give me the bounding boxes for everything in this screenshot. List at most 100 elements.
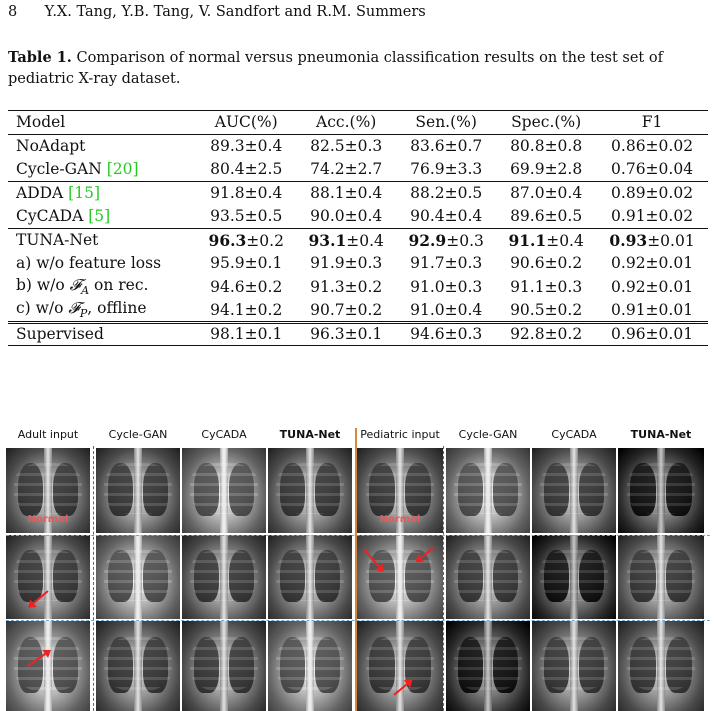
sen-cell: 94.6±0.3 (396, 320, 497, 346)
table-row: c) w/o 𝓕P, offline 94.1±0.2 90.7±0.2 91.… (8, 299, 708, 323)
f1-cell: 0.76±0.04 (611, 160, 694, 178)
model-cell: b) w/o 𝓕A on rec. (8, 275, 196, 299)
normal-label: Normal (27, 514, 69, 525)
xray-image (96, 535, 180, 619)
auc-cell: 80.4±2.5 (210, 160, 283, 178)
acc-cell: 90.7±0.2 (310, 300, 383, 319)
xray-image (182, 448, 266, 533)
xray-image (532, 535, 616, 619)
spec-cell: 80.8±0.8 (510, 137, 583, 155)
model-cell: CyCADA [5] (8, 205, 196, 229)
acc-cell: 93.1±0.4 (296, 227, 397, 252)
page-header: 8 Y.X. Tang, Y.B. Tang, V. Sandfort and … (8, 4, 426, 20)
table-row: Cycle-GAN [20] 80.4±2.5 74.2±2.7 76.9±3.… (8, 158, 708, 182)
f1-cell: 0.91±0.01 (611, 300, 694, 319)
sen-cell: 76.9±3.3 (410, 160, 483, 178)
spec-std: ±0.4 (546, 231, 584, 250)
col-label-cycada: CyCADA (201, 428, 247, 441)
acc-cell: 96.3±0.1 (296, 320, 397, 346)
acc-cell: 90.0±0.4 (310, 207, 383, 225)
xray-image (6, 535, 90, 619)
xray-image (357, 448, 443, 533)
xray-image (446, 621, 530, 711)
f1-std: ±0.01 (647, 231, 695, 250)
model-name: CyCADA (16, 207, 89, 225)
f1-value: 0.93 (609, 230, 648, 250)
spec-cell: 91.1±0.3 (510, 277, 583, 296)
math-subscript: A (81, 284, 90, 298)
acc-std: ±0.4 (346, 231, 384, 250)
xray-image (268, 448, 352, 533)
xray-image (268, 621, 352, 711)
acc-cell: 74.2±2.7 (310, 160, 383, 178)
auc-cell: 96.3±0.2 (196, 227, 297, 252)
xray-image (532, 448, 616, 533)
auc-std: ±0.2 (246, 231, 284, 250)
col-label-cycada-2: CyCADA (551, 428, 597, 441)
xray-image (182, 535, 266, 619)
model-name: ADDA (16, 184, 69, 202)
table-row: ADDA [15] 91.8±0.4 88.1±0.4 88.2±0.5 87.… (8, 180, 708, 205)
model-cell: NoAdapt (16, 137, 86, 155)
col-header-auc: AUC(%) (214, 113, 278, 132)
table-caption: Table 1. Comparison of normal versus pne… (8, 47, 708, 90)
xray-image (182, 621, 266, 711)
col-label-pediatric-input: Pediatric input (360, 428, 440, 441)
acc-cell: 91.3±0.2 (310, 277, 383, 296)
f1-cell: 0.89±0.02 (596, 180, 708, 205)
table-caption-label: Table 1. (8, 49, 72, 66)
xray-image (6, 621, 90, 711)
col-header-acc: Acc.(%) (316, 113, 377, 132)
col-label-adult-input: Adult input (17, 428, 79, 441)
table-row: NoAdapt 89.3±0.4 82.5±0.3 83.6±0.7 80.8±… (8, 134, 708, 158)
model-prefix: b) w/o (16, 276, 70, 295)
xray-image (268, 535, 352, 619)
table-row: a) w/o feature loss 95.9±0.1 91.9±0.3 91… (8, 252, 708, 276)
sen-cell: 88.2±0.5 (396, 180, 497, 205)
spec-cell: 87.0±0.4 (496, 180, 597, 205)
sen-cell: 90.4±0.4 (410, 207, 483, 225)
sen-value: 92.9 (408, 230, 447, 250)
spec-cell: 69.9±2.8 (510, 160, 583, 178)
col-header-model: Model (16, 113, 66, 132)
col-label-cycle-gan: Cycle-GAN (108, 428, 168, 441)
xray-image (618, 621, 704, 711)
acc-value: 93.1 (308, 230, 347, 250)
model-cell: a) w/o feature loss (16, 254, 162, 273)
acc-cell: 88.1±0.4 (296, 180, 397, 205)
f1-cell: 0.96±0.01 (596, 320, 708, 346)
table-row: Supervised 98.1±0.1 96.3±0.1 94.6±0.3 92… (8, 320, 708, 346)
col-label-cycle-gan-2: Cycle-GAN (458, 428, 518, 441)
spec-value: 91.1 (508, 230, 547, 250)
xray-image (357, 621, 443, 711)
sen-cell: 83.6±0.7 (410, 137, 483, 155)
auc-cell: 95.9±0.1 (210, 254, 283, 273)
acc-cell: 91.9±0.3 (310, 254, 383, 273)
column-divider (443, 446, 444, 711)
table-header-row: Model AUC(%) Acc.(%) Sen.(%) Spec.(%) F1 (8, 110, 708, 134)
xray-image (446, 448, 530, 533)
table-row: CyCADA [5] 93.5±0.5 90.0±0.4 90.4±0.4 89… (8, 205, 708, 229)
f1-cell: 0.91±0.02 (611, 207, 694, 225)
col-header-spec: Spec.(%) (511, 113, 582, 132)
xray-image (6, 448, 90, 533)
f1-cell: 0.92±0.01 (611, 277, 694, 296)
sen-std: ±0.3 (446, 231, 484, 250)
xray-image (96, 448, 180, 533)
column-divider (93, 446, 94, 711)
row-divider (6, 535, 710, 536)
row-divider (6, 620, 710, 621)
col-header-f1: F1 (641, 113, 663, 132)
citation-link[interactable]: [20] (106, 160, 139, 178)
model-name: Cycle-GAN (16, 160, 107, 178)
auc-cell: 91.8±0.4 (196, 180, 297, 205)
model-cell: Cycle-GAN [20] (8, 158, 196, 182)
citation-link[interactable]: [15] (68, 184, 100, 202)
spec-cell: 90.5±0.2 (510, 300, 583, 319)
model-cell: c) w/o 𝓕P, offline (8, 299, 196, 323)
xray-image (618, 535, 704, 619)
spec-cell: 92.8±0.2 (496, 320, 597, 346)
citation-link[interactable]: [5] (88, 207, 111, 225)
table-row: b) w/o 𝓕A on rec. 94.6±0.2 91.3±0.2 91.0… (8, 275, 708, 299)
f1-cell: 0.93±0.01 (596, 227, 708, 252)
